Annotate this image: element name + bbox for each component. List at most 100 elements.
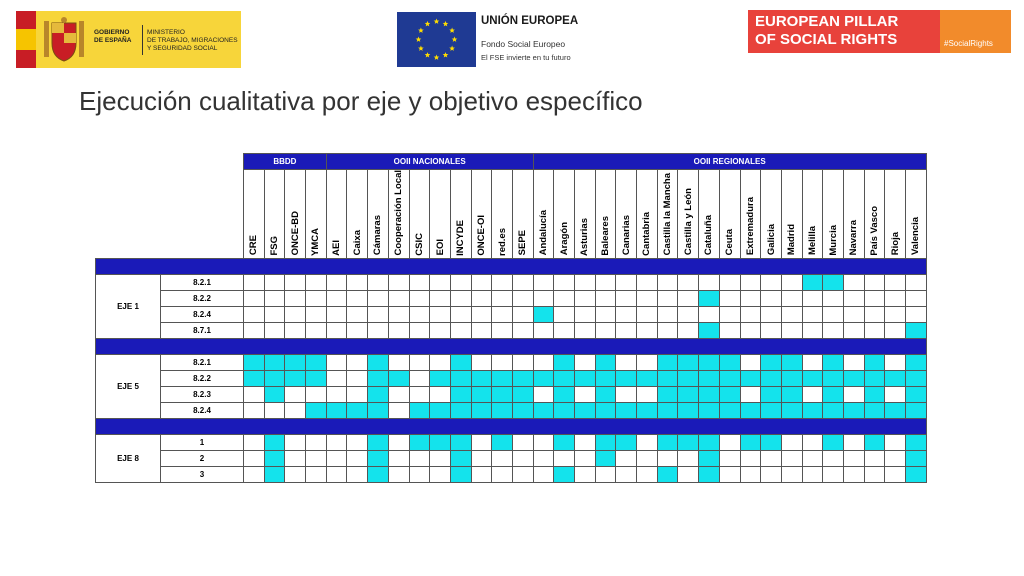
cell-empty — [387, 449, 410, 467]
column-label: INCYDE — [455, 219, 467, 256]
page-title: Ejecución cualitativa por eje y objetivo… — [79, 86, 643, 116]
eu-slogan: El FSE invierte en tu futuro — [481, 53, 571, 62]
eu-star-icon — [449, 27, 455, 33]
eu-star-icon — [442, 20, 449, 27]
cell-empty — [801, 289, 824, 307]
cell-empty — [718, 449, 741, 467]
eje-label: EJE 8 — [95, 433, 161, 483]
table-row: EJE 1 8.2.1 — [95, 273, 927, 339]
cell-empty — [780, 273, 803, 291]
cell-empty — [408, 289, 431, 307]
cell-empty — [429, 449, 451, 467]
objective-label: 8.2.2 — [160, 369, 244, 387]
cell-active — [760, 433, 782, 451]
cell-empty — [263, 273, 286, 291]
cell-empty — [243, 289, 265, 307]
cell-active — [698, 289, 720, 307]
eu-star-icon — [418, 27, 424, 33]
cell-empty — [801, 465, 824, 483]
cell-active — [367, 353, 389, 371]
cell-active — [263, 369, 286, 387]
cell-empty — [636, 321, 658, 339]
cell-empty — [615, 385, 638, 403]
column-header: CRE — [243, 169, 265, 259]
cell-active — [387, 369, 410, 387]
cell-empty — [884, 289, 906, 307]
cell-empty — [511, 465, 534, 483]
cell-active — [553, 465, 575, 483]
column-label: AEI — [331, 239, 343, 256]
cell-empty — [449, 321, 472, 339]
cell-empty — [574, 433, 596, 451]
cell-empty — [884, 321, 906, 339]
cell-active — [511, 385, 534, 403]
cell-empty — [739, 321, 762, 339]
eje-label: EJE 1 — [95, 273, 161, 339]
column-header: País Vasco — [863, 169, 886, 259]
column-header: Cataluña — [698, 169, 720, 259]
column-header: Castilla la Mancha — [656, 169, 679, 259]
cell-active — [760, 385, 782, 403]
cell-empty — [822, 305, 844, 323]
cell-empty — [801, 353, 824, 371]
cell-empty — [470, 353, 493, 371]
column-header: Murcia — [822, 169, 844, 259]
column-label: YMCA — [310, 227, 322, 256]
cell-empty — [325, 321, 348, 339]
cell-empty — [884, 305, 906, 323]
eu-subtitle: Fondo Social Europeo — [481, 39, 566, 49]
column-header: INCYDE — [449, 169, 472, 259]
cell-active — [263, 449, 286, 467]
pillar-text: EUROPEAN PILLAR OF SOCIAL RIGHTS — [755, 13, 899, 48]
column-label: red.es — [496, 227, 508, 256]
cell-empty — [905, 289, 927, 307]
cell-empty — [408, 385, 431, 403]
group-header: BBDD — [243, 153, 327, 170]
column-header: ONCE-OI — [470, 169, 493, 259]
column-label: Castilla la Mancha — [662, 173, 674, 256]
gobierno-text: GOBIERNO DE ESPAÑA — [94, 29, 132, 44]
cell-empty — [553, 321, 575, 339]
cell-empty — [325, 369, 348, 387]
cell-empty — [760, 465, 782, 483]
column-header: Caixa — [346, 169, 369, 259]
cell-empty — [677, 289, 700, 307]
coat-of-arms-icon — [44, 17, 84, 62]
social-rights-logo: EUROPEAN PILLAR OF SOCIAL RIGHTS #Social… — [748, 10, 1011, 53]
cell-active — [553, 433, 575, 451]
cell-empty — [387, 385, 410, 403]
cell-active — [718, 353, 741, 371]
cell-empty — [739, 289, 762, 307]
cell-active — [698, 321, 720, 339]
cell-active — [698, 353, 720, 371]
cell-active — [305, 401, 327, 419]
cell-active — [698, 449, 720, 467]
eu-star-icon — [442, 52, 449, 58]
cell-active — [698, 385, 720, 403]
cell-active — [822, 401, 844, 419]
column-header: CSIC — [408, 169, 431, 259]
pillar-hashtag: #SocialRights — [944, 39, 993, 48]
cell-empty — [615, 353, 638, 371]
cell-active — [801, 369, 824, 387]
cell-empty — [325, 385, 348, 403]
cell-active — [677, 385, 700, 403]
cell-empty — [594, 305, 617, 323]
cell-empty — [325, 305, 348, 323]
cell-empty — [905, 273, 927, 291]
cell-empty — [760, 321, 782, 339]
cell-empty — [387, 401, 410, 419]
spain-flag-icon — [16, 11, 36, 68]
cell-empty — [305, 433, 327, 451]
cell-empty — [553, 449, 575, 467]
cell-empty — [739, 385, 762, 403]
cell-active — [718, 401, 741, 419]
column-label: Asturias — [579, 217, 591, 256]
cell-active — [677, 401, 700, 419]
column-label: SEPE — [517, 230, 529, 256]
column-header: Cámaras — [367, 169, 389, 259]
column-label: Cataluña — [703, 215, 715, 256]
cell-empty — [718, 289, 741, 307]
column-header: Cooperación Local — [387, 169, 410, 259]
